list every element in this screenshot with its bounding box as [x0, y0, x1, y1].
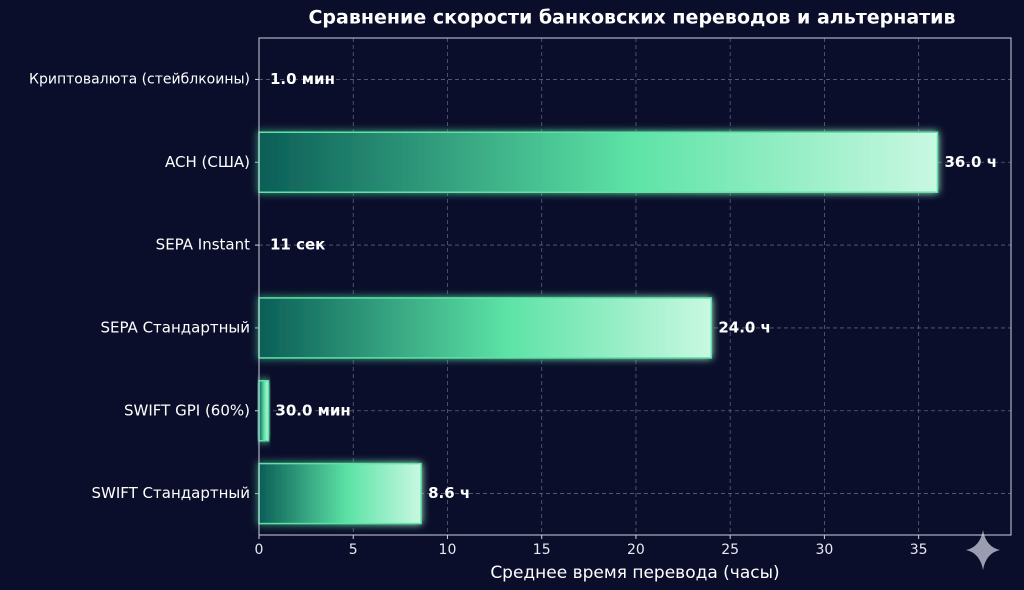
x-tick-label: 30 — [815, 542, 833, 558]
value-label: 11 сек — [270, 236, 325, 254]
y-tick-label: Криптовалюта (стейблкоины) — [29, 71, 250, 87]
x-tick-label: 15 — [533, 542, 551, 558]
value-label: 1.0 мин — [270, 70, 335, 88]
x-tick-label: 35 — [910, 542, 928, 558]
sparkle-icon — [966, 530, 1000, 570]
bar — [258, 380, 270, 442]
x-axis-label: Среднее время перевода (часы) — [490, 563, 779, 583]
value-label: 30.0 мин — [275, 401, 350, 419]
x-tick-label: 10 — [439, 542, 457, 558]
x-tick-label: 25 — [721, 542, 739, 558]
x-tick-label: 20 — [627, 542, 645, 558]
y-tick-label: SEPA Стандартный — [100, 318, 250, 336]
y-tick-label: SWIFT Стандартный — [91, 484, 250, 502]
value-label: 24.0 ч — [718, 318, 771, 336]
bar — [258, 297, 713, 359]
y-tick-label: ACH (США) — [165, 153, 250, 171]
value-label: 8.6 ч — [428, 484, 470, 502]
plot-frame — [258, 37, 1012, 536]
x-tick-label: 5 — [349, 542, 358, 558]
y-tick-label: SEPA Instant — [156, 236, 250, 254]
y-tick-label: SWIFT GPI (60%) — [124, 401, 250, 419]
x-tick-label: 0 — [255, 542, 264, 558]
chart-title: Сравнение скорости банковских переводов … — [308, 7, 955, 29]
bar — [258, 131, 939, 193]
bar — [258, 462, 422, 525]
value-label: 36.0 ч — [944, 153, 997, 171]
